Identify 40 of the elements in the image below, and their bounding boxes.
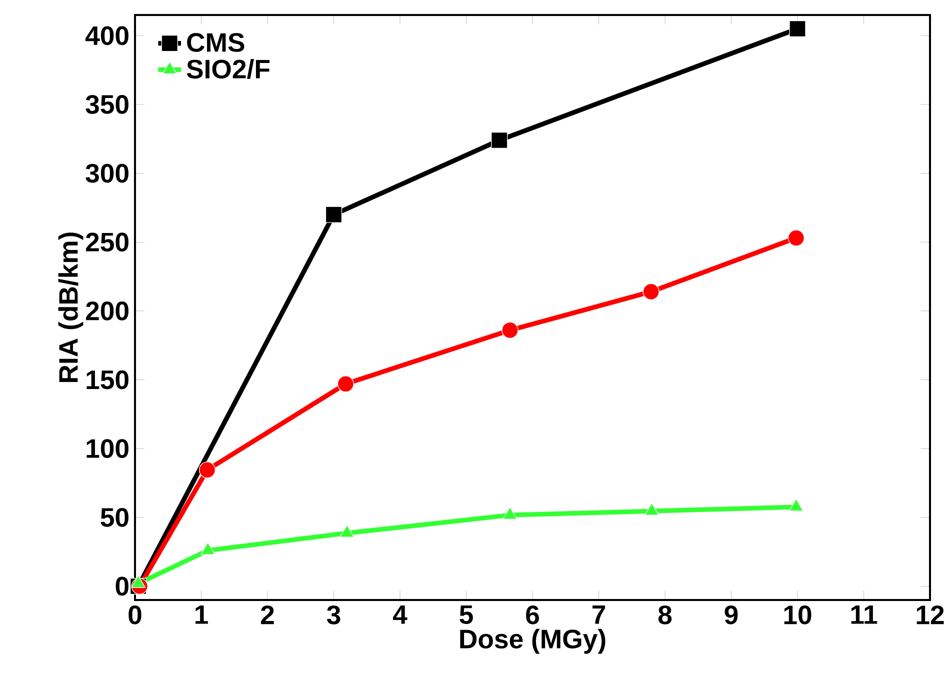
point xyxy=(644,502,660,516)
x-tick-label: 4 xyxy=(392,605,408,624)
point xyxy=(491,132,508,149)
point xyxy=(642,283,660,300)
point xyxy=(198,462,216,478)
y-tick-label: 300 xyxy=(86,164,128,183)
x-axis-title: Dose (MGy) xyxy=(460,628,606,654)
point xyxy=(337,376,354,392)
point xyxy=(502,322,518,339)
x-tick-label: 5 xyxy=(460,605,473,624)
legend-label: CMS xyxy=(187,33,244,52)
y-axis-title: RIA (dB/km) xyxy=(58,232,84,382)
point xyxy=(131,575,146,588)
point xyxy=(502,506,518,520)
point xyxy=(789,20,806,38)
y-tick-label: 250 xyxy=(86,232,128,252)
point xyxy=(340,524,354,538)
x-tick-label: 2 xyxy=(261,605,274,624)
x-tick-label: 1 xyxy=(196,605,208,624)
y-tick-label: 200 xyxy=(86,302,128,320)
x-tick-label: 11 xyxy=(851,605,878,624)
x-tick-label: 7 xyxy=(592,605,605,624)
y-tick-label: 0 xyxy=(116,576,128,596)
y-tick-label: 400 xyxy=(85,26,128,46)
x-tick-label: 8 xyxy=(658,605,672,624)
x-tick-label: 10 xyxy=(784,605,812,624)
point xyxy=(325,206,342,223)
x-tick-label: 3 xyxy=(326,605,340,624)
point xyxy=(788,498,804,512)
x-tick-label: 9 xyxy=(724,605,738,624)
y-tick-label: 50 xyxy=(100,508,128,527)
x-tick-label: 12 xyxy=(916,605,944,624)
y-tick-label: 100 xyxy=(86,439,128,458)
y-tick-label: 350 xyxy=(86,95,128,114)
legend-label: SIO2/F xyxy=(186,58,270,79)
y-tick-label: 150 xyxy=(86,370,128,390)
x-tick-label: 6 xyxy=(526,605,539,624)
point xyxy=(788,230,805,246)
point xyxy=(200,542,216,555)
x-tick-label: 0 xyxy=(128,605,142,624)
